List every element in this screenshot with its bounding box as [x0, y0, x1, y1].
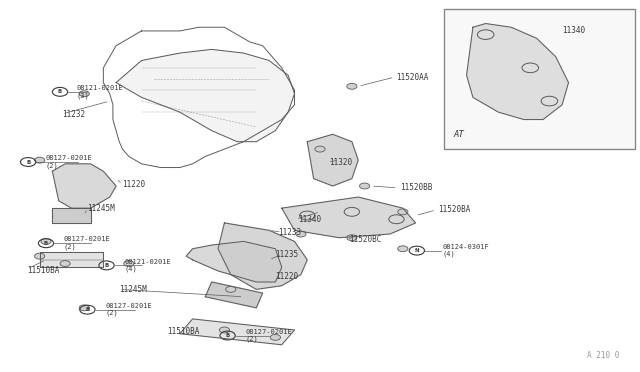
Circle shape [347, 235, 357, 241]
Text: 11520BC: 11520BC [349, 235, 381, 244]
Text: 11520BB: 11520BB [399, 183, 432, 192]
Polygon shape [218, 223, 307, 289]
Circle shape [220, 327, 230, 333]
Text: 11320: 11320 [330, 157, 353, 167]
Text: 11232: 11232 [62, 109, 85, 119]
Circle shape [226, 286, 236, 292]
Polygon shape [307, 134, 358, 186]
Text: 08127-0201E
(2): 08127-0201E (2) [64, 237, 111, 250]
Circle shape [296, 231, 306, 237]
Circle shape [60, 260, 70, 266]
Text: 08127-0201E
(2): 08127-0201E (2) [246, 329, 292, 342]
Text: 08121-0201E
(3): 08121-0201E (3) [77, 85, 124, 99]
Text: 11235: 11235 [275, 250, 298, 259]
Circle shape [270, 334, 280, 340]
Polygon shape [52, 164, 116, 208]
Text: 11340: 11340 [562, 26, 585, 35]
Text: 11520AA: 11520AA [396, 73, 429, 81]
Bar [444, 9, 636, 149]
Text: 11520BA: 11520BA [438, 205, 470, 215]
Text: B: B [104, 263, 109, 268]
Circle shape [124, 260, 134, 266]
Text: B: B [26, 160, 30, 164]
Polygon shape [40, 253, 103, 267]
Circle shape [41, 238, 51, 244]
Text: 11245M: 11245M [119, 285, 147, 294]
Text: 11220: 11220 [122, 180, 145, 189]
Text: 11340: 11340 [298, 215, 321, 224]
Text: 08127-0201E
(2): 08127-0201E (2) [105, 303, 152, 317]
Circle shape [397, 246, 408, 252]
Circle shape [35, 157, 45, 163]
Text: 11220: 11220 [275, 272, 298, 281]
Circle shape [397, 209, 408, 215]
Polygon shape [205, 282, 262, 308]
Text: B: B [85, 307, 90, 312]
Text: B: B [58, 89, 62, 94]
Circle shape [360, 183, 370, 189]
Polygon shape [186, 241, 282, 282]
Text: 08124-0301F
(4): 08124-0301F (4) [443, 244, 490, 257]
Circle shape [347, 83, 357, 89]
Text: AT: AT [454, 130, 465, 139]
Circle shape [79, 91, 90, 97]
Circle shape [315, 146, 325, 152]
Text: B: B [225, 333, 230, 338]
Circle shape [79, 305, 90, 311]
Polygon shape [180, 319, 294, 345]
Text: 11233: 11233 [278, 228, 301, 237]
Circle shape [35, 253, 45, 259]
Text: N: N [415, 248, 419, 253]
Text: 08127-0201E
(2): 08127-0201E (2) [46, 155, 93, 169]
Text: 11245M: 11245M [88, 203, 115, 213]
Text: A 210 0: A 210 0 [587, 350, 620, 359]
Polygon shape [116, 49, 294, 142]
Polygon shape [52, 208, 91, 223]
Text: B: B [44, 241, 48, 246]
Text: 11510BA: 11510BA [167, 327, 200, 336]
Polygon shape [282, 197, 415, 238]
Text: 08121-0201E
(4): 08121-0201E (4) [124, 259, 171, 272]
Polygon shape [467, 23, 568, 119]
Text: 11510BA: 11510BA [27, 266, 60, 275]
